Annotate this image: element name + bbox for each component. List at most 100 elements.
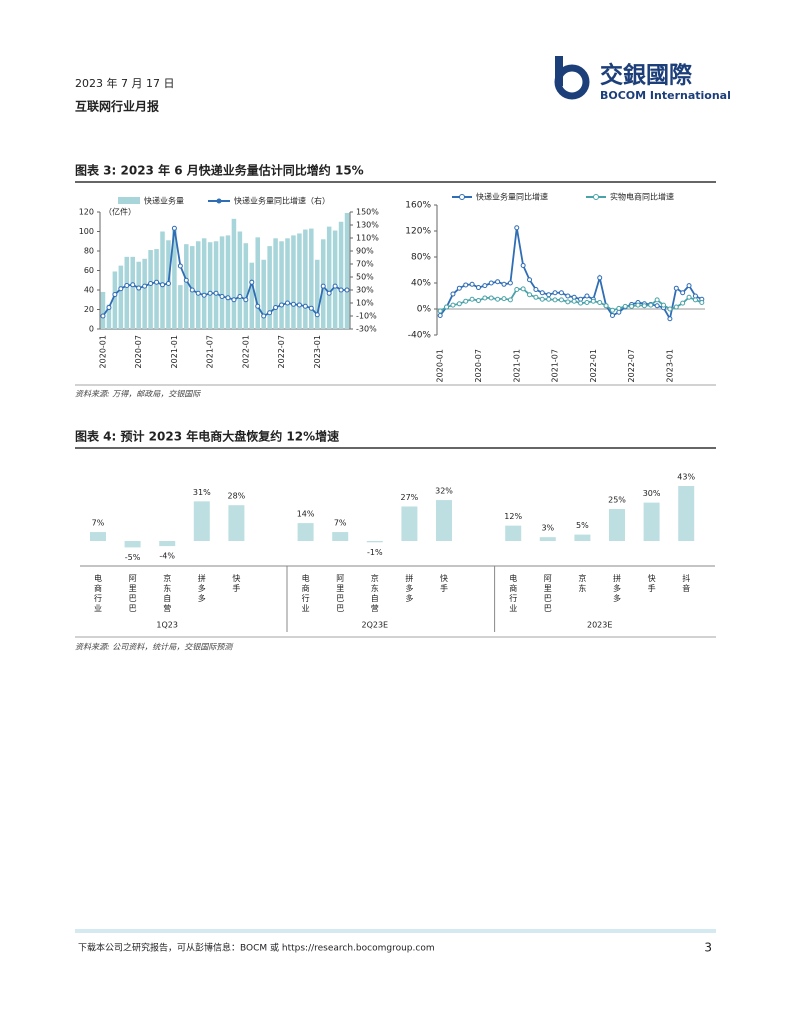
line-marker [231,297,237,303]
line-marker [469,281,475,287]
line-marker [680,300,686,306]
category-label: 拼多多 [405,573,414,604]
bar [436,500,452,541]
logo-stem [555,56,563,86]
value-label: 32% [435,487,453,496]
line-marker [507,280,513,286]
bar [332,532,349,541]
y-tick-label: 40% [411,279,431,289]
x-tick-label: 2020-07 [474,349,483,382]
y2-tick-label: -10% [356,312,377,321]
bar [219,236,225,329]
y-tick-label: 160% [405,201,431,211]
x-tick-label: 2022-07 [627,349,636,382]
line-marker [267,310,273,316]
line-marker [177,263,183,269]
line-marker [118,286,124,292]
line-marker [552,290,558,296]
bar [154,249,159,329]
line-marker [533,294,539,300]
category-label: 抖音 [682,573,691,594]
line-marker [501,281,507,287]
y-tick-label: 40 [84,286,94,295]
value-label: 43% [677,473,695,482]
category-label: 京东 [578,573,587,594]
line-marker [207,290,213,296]
x-tick-label: 2021-07 [206,335,215,368]
line-marker [437,308,443,314]
line-marker [463,298,469,304]
line-marker [514,225,520,231]
line-marker [255,303,261,309]
line-marker [501,296,507,302]
line-marker [338,287,344,293]
x-tick-label: 2020-01 [436,349,445,382]
line-marker [514,287,520,292]
figure-source: 资料来源: 万得，邮政局，交银国际 [75,390,201,399]
line-marker [495,296,501,302]
line-marker [629,303,635,309]
bar [124,256,130,329]
bar [159,541,176,547]
x-tick-label: 2021-07 [551,349,560,382]
bar [193,501,210,541]
bar [267,246,272,329]
line-marker [635,302,641,308]
y2-tick-label: 30% [356,286,374,295]
line-marker [469,296,475,302]
bar [124,541,141,548]
page-number: 3 [704,941,712,955]
value-label: 3% [541,524,554,533]
category-label: 快手 [440,573,449,594]
bar [332,230,338,329]
bar [112,271,118,329]
x-tick-label: 2020-01 [98,335,107,368]
figure-title: 图表 4: 预计 2023 年电商大盘恢复约 12%增速 [75,429,339,444]
bar [90,532,106,541]
line-marker [136,285,142,291]
bar [338,221,344,329]
bar [100,291,106,329]
line-marker [302,303,308,309]
line-marker [437,313,443,318]
bar [213,241,219,329]
line-marker [243,297,249,303]
line-marker [578,300,584,306]
category-label: 阿里巴巴 [336,574,345,614]
legend-label: 快递业务量 [144,196,184,206]
bar [172,227,177,329]
line-marker [142,283,148,289]
line-marker [273,305,279,311]
category-label: 阿里巴巴 [128,574,137,614]
line-marker [686,283,692,289]
bar [297,523,314,541]
line-marker [667,316,673,322]
line-marker [444,304,450,310]
bar [315,259,320,329]
legend-label: 实物电商同比增速 [610,192,674,202]
y2-tick-label: 70% [356,260,374,269]
y-tick-label: 20 [84,305,94,314]
y-tick-label: -40% [408,331,432,341]
bar [201,238,207,329]
line-marker [482,295,488,301]
line-marker [290,301,296,307]
legend-marker [459,194,465,200]
line-marker [558,290,564,296]
line-marker [296,302,302,308]
bar [279,241,284,329]
y2-tick-label: 10% [356,299,374,308]
value-label: -1% [367,548,383,557]
bar [255,237,260,329]
bar [291,235,296,329]
value-label: 14% [297,510,315,519]
line-marker [609,307,615,313]
category-label: 京东自营 [370,573,379,614]
line-marker [201,292,207,298]
bar [366,541,383,543]
line-marker [546,292,552,298]
value-label: 25% [608,496,626,505]
category-label: 电商行业 [94,573,103,614]
report-date: 2023 年 7 月 17 日 [75,76,174,90]
